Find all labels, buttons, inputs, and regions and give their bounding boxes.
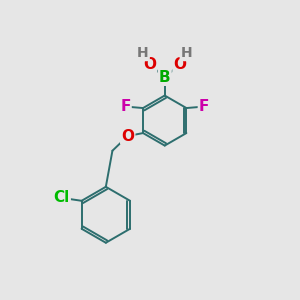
Text: Cl: Cl: [53, 190, 70, 205]
Text: F: F: [120, 99, 130, 114]
Text: O: O: [143, 57, 156, 72]
Text: H: H: [181, 46, 192, 60]
Text: O: O: [121, 128, 134, 143]
Text: F: F: [199, 99, 209, 114]
Text: B: B: [159, 70, 170, 85]
Text: O: O: [173, 57, 187, 72]
Text: H: H: [137, 46, 149, 60]
